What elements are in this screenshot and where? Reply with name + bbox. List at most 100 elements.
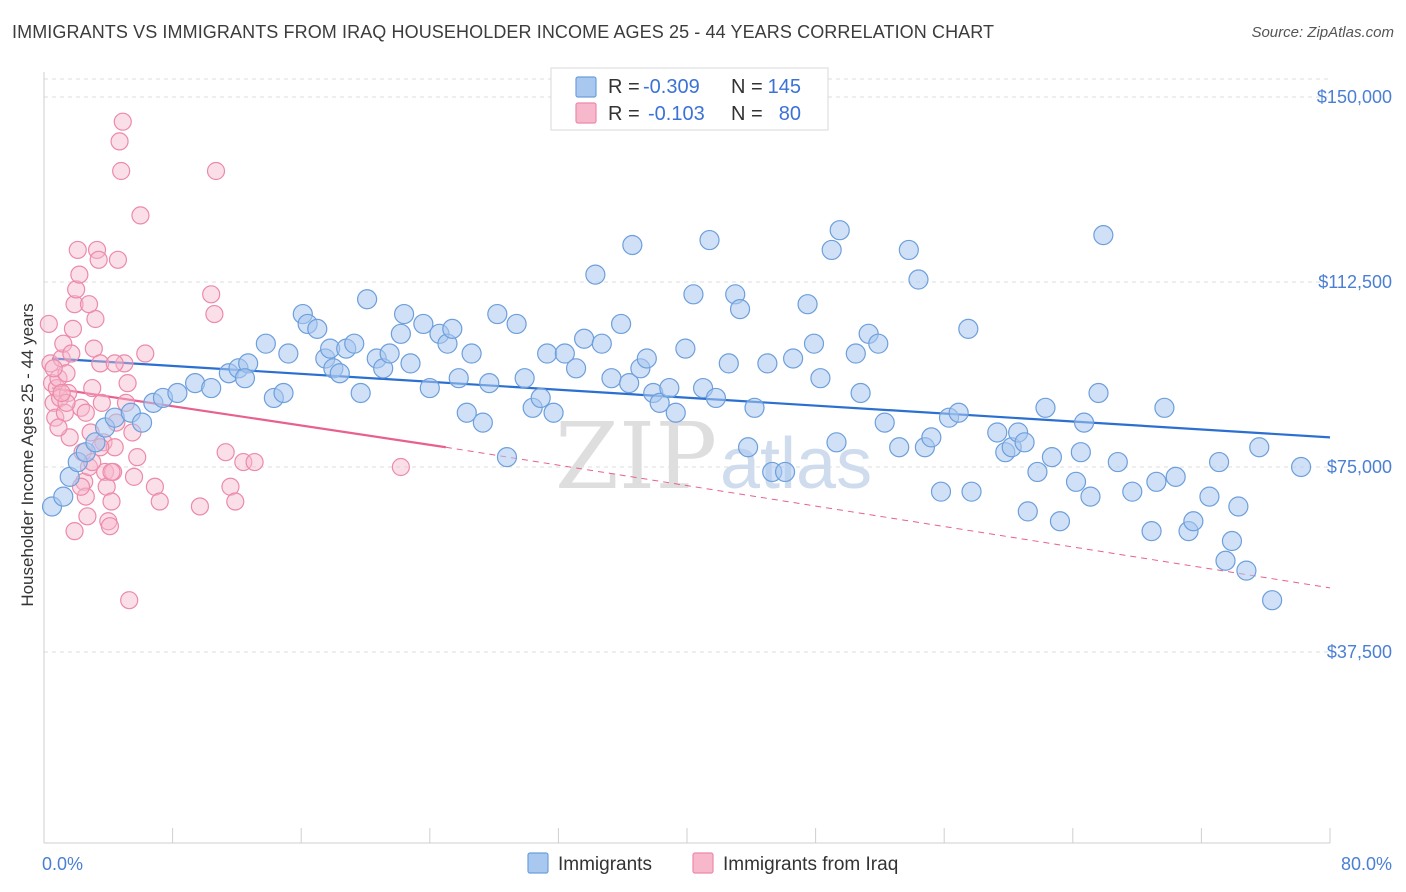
point-immigrants xyxy=(307,318,328,339)
point-immigrants xyxy=(1014,432,1035,453)
point-immigrants xyxy=(619,373,640,394)
y-axis-label: Householder Income Ages 25 - 44 years xyxy=(18,303,37,606)
point-immigrants xyxy=(908,269,929,290)
point-immigrants-from-iraq xyxy=(190,497,210,516)
legend-r-value-2: -0.103 xyxy=(648,103,705,125)
point-immigrants xyxy=(958,318,979,339)
point-immigrants-from-iraq xyxy=(120,591,139,610)
point-immigrants xyxy=(448,368,469,389)
y-tick-label: $112,500 xyxy=(1318,272,1392,292)
point-immigrants xyxy=(829,220,850,241)
point-immigrants xyxy=(1035,397,1056,418)
series-immigrants xyxy=(41,220,1312,611)
point-immigrants xyxy=(782,348,804,369)
point-immigrants-from-iraq xyxy=(52,383,71,403)
point-immigrants xyxy=(1027,461,1048,483)
point-immigrants xyxy=(1017,501,1038,522)
point-immigrants xyxy=(810,368,831,389)
point-immigrants xyxy=(921,427,942,448)
point-immigrants xyxy=(744,397,765,418)
point-immigrants xyxy=(543,402,564,423)
point-immigrants xyxy=(665,402,686,423)
point-immigrants xyxy=(479,373,500,394)
point-immigrants xyxy=(874,412,895,433)
point-immigrants xyxy=(1041,447,1063,468)
point-immigrants xyxy=(675,338,696,359)
point-immigrants-from-iraq xyxy=(113,112,132,131)
point-immigrants-from-iraq xyxy=(67,280,86,299)
point-immigrants-from-iraq xyxy=(115,354,134,373)
legend-n-label-1: N = xyxy=(731,76,763,98)
point-immigrants-from-iraq xyxy=(108,250,128,269)
point-immigrants xyxy=(537,343,558,364)
point-immigrants xyxy=(1080,486,1101,507)
point-immigrants xyxy=(1049,511,1071,532)
point-immigrants xyxy=(845,343,866,364)
point-immigrants-from-iraq xyxy=(92,393,111,412)
point-immigrants-from-iraq xyxy=(102,462,121,482)
point-immigrants xyxy=(987,422,1008,443)
point-immigrants xyxy=(797,294,818,315)
point-immigrants xyxy=(393,303,415,325)
point-immigrants xyxy=(472,412,493,433)
point-immigrants xyxy=(390,323,411,344)
y-tick-labels: $37,500 $75,000 $112,500 $150,000 xyxy=(1317,87,1392,662)
point-immigrants-from-iraq xyxy=(83,378,102,398)
point-immigrants-from-iraq xyxy=(110,132,129,151)
point-immigrants xyxy=(729,299,751,320)
point-immigrants xyxy=(930,481,952,502)
point-immigrants-from-iraq xyxy=(124,467,144,486)
point-immigrants xyxy=(705,387,727,409)
point-immigrants xyxy=(53,486,74,507)
legend-r-label-1: R = xyxy=(608,76,640,98)
point-immigrants xyxy=(487,303,508,325)
bottom-legend-swatch-immigrants xyxy=(527,852,549,874)
point-immigrants-from-iraq xyxy=(68,240,87,260)
point-immigrants xyxy=(585,264,606,285)
legend-frame xyxy=(550,67,829,131)
point-immigrants xyxy=(234,368,256,389)
series-immigrants-from-iraq xyxy=(39,112,410,610)
point-immigrants xyxy=(699,229,720,251)
point-immigrants-from-iraq xyxy=(391,457,410,477)
point-immigrants xyxy=(1093,225,1114,246)
x-ticks xyxy=(43,828,1331,843)
point-immigrants xyxy=(400,353,421,374)
point-immigrants xyxy=(1073,412,1095,433)
point-immigrants xyxy=(514,368,535,389)
point-immigrants xyxy=(774,461,796,483)
point-immigrants-from-iraq xyxy=(205,304,224,324)
point-immigrants xyxy=(1208,451,1230,473)
point-immigrants xyxy=(1215,550,1236,571)
point-immigrants xyxy=(574,328,595,349)
point-immigrants xyxy=(1154,397,1175,418)
point-immigrants-from-iraq xyxy=(41,354,60,373)
point-immigrants xyxy=(610,313,632,335)
point-immigrants xyxy=(344,333,365,354)
watermark-zip: ZIP xyxy=(555,403,717,510)
point-immigrants xyxy=(413,313,434,335)
trend-line-iraq xyxy=(51,386,447,449)
point-immigrants xyxy=(636,348,657,369)
point-immigrants-from-iraq xyxy=(102,492,121,511)
point-immigrants xyxy=(868,333,889,354)
point-immigrants xyxy=(1221,530,1243,552)
y-tick-label: $150,000 xyxy=(1317,87,1392,107)
point-immigrants xyxy=(1107,451,1128,473)
point-immigrants-from-iraq xyxy=(136,344,155,363)
point-immigrants-from-iraq xyxy=(206,161,226,181)
x-tick-label-min: 0.0% xyxy=(42,854,83,874)
point-immigrants-from-iraq xyxy=(245,452,264,472)
point-immigrants-from-iraq xyxy=(128,448,147,467)
point-immigrants xyxy=(718,353,739,374)
point-immigrants xyxy=(601,368,622,389)
watermark: ZIP atlas xyxy=(555,403,872,510)
point-immigrants xyxy=(1290,456,1312,478)
point-immigrants-from-iraq xyxy=(49,418,68,437)
bottom-legend-label-immigrants: Immigrants xyxy=(558,854,652,875)
bottom-legend-label-iraq: Immigrants from Iraq xyxy=(723,854,898,875)
point-immigrants-from-iraq xyxy=(202,285,221,304)
point-immigrants xyxy=(1199,486,1220,507)
trend-lines xyxy=(51,357,1331,589)
legend-n-value-1: 145 xyxy=(768,76,801,98)
